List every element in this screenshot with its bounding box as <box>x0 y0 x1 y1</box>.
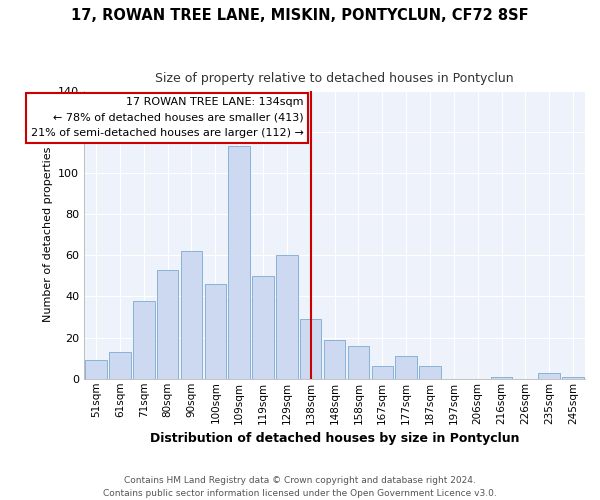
Bar <box>395 356 417 379</box>
Bar <box>157 270 178 379</box>
Bar <box>205 284 226 379</box>
Text: Contains HM Land Registry data © Crown copyright and database right 2024.
Contai: Contains HM Land Registry data © Crown c… <box>103 476 497 498</box>
Bar <box>419 366 441 379</box>
Text: 17 ROWAN TREE LANE: 134sqm
← 78% of detached houses are smaller (413)
21% of sem: 17 ROWAN TREE LANE: 134sqm ← 78% of deta… <box>31 97 304 138</box>
Bar <box>562 376 584 379</box>
Bar <box>371 366 393 379</box>
Bar <box>538 372 560 379</box>
X-axis label: Distribution of detached houses by size in Pontyclun: Distribution of detached houses by size … <box>150 432 520 445</box>
Bar <box>109 352 131 379</box>
Bar <box>300 319 322 379</box>
Bar <box>181 252 202 379</box>
Y-axis label: Number of detached properties: Number of detached properties <box>43 147 53 322</box>
Bar <box>85 360 107 379</box>
Bar <box>229 146 250 379</box>
Text: 17, ROWAN TREE LANE, MISKIN, PONTYCLUN, CF72 8SF: 17, ROWAN TREE LANE, MISKIN, PONTYCLUN, … <box>71 8 529 22</box>
Bar <box>276 256 298 379</box>
Bar <box>347 346 369 379</box>
Bar <box>491 376 512 379</box>
Bar <box>133 300 155 379</box>
Bar <box>324 340 346 379</box>
Bar <box>252 276 274 379</box>
Title: Size of property relative to detached houses in Pontyclun: Size of property relative to detached ho… <box>155 72 514 86</box>
